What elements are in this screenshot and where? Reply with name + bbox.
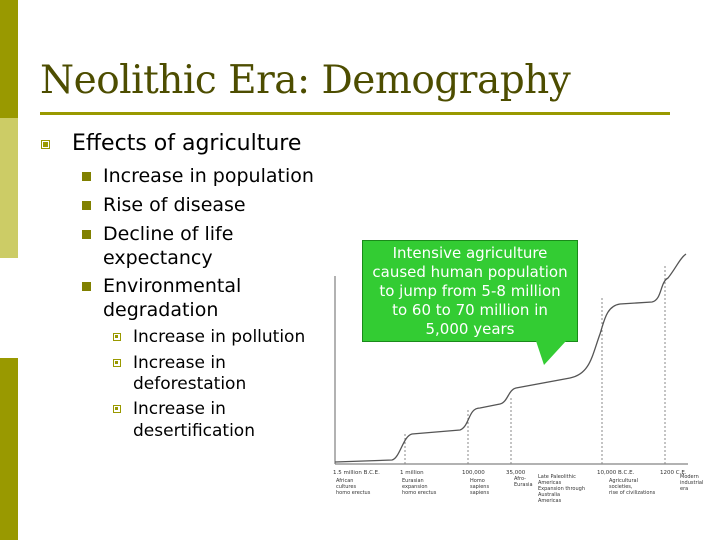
callout-line: 5,000 years: [425, 320, 515, 338]
bullet-level3-icon: [113, 359, 121, 367]
tick-label: 1 million: [400, 470, 424, 476]
decor-bar-light: [0, 118, 18, 258]
era-label: societies,: [609, 484, 633, 490]
tick-label: 1200 C.E.: [660, 470, 687, 476]
bullet-disease: Rise of disease: [103, 194, 246, 216]
bullet-level2-icon: [82, 282, 91, 291]
bullet-level1-icon: [41, 140, 50, 149]
bullet-population: Increase in population: [103, 165, 314, 187]
era-label: Homo: [470, 478, 485, 484]
era-label: Agricultural: [609, 478, 638, 484]
title-underline: [40, 112, 670, 115]
bullet-life-expectancy-line1: Decline of life: [103, 223, 234, 245]
bullet-level2-icon: [82, 230, 91, 239]
era-label: Expansion through: [538, 486, 585, 492]
era-label: Eurasian: [402, 478, 424, 484]
era-label: African: [336, 478, 353, 484]
decor-bar-gap: [0, 258, 18, 358]
bullet-deforestation-line1: Increase in: [133, 353, 226, 373]
era-label: sapiens: [470, 484, 489, 490]
era-label: Eurasia: [514, 482, 533, 488]
bullet-level2-icon: [82, 201, 91, 210]
callout-line: to jump from 5-8 million: [379, 282, 561, 300]
bullet-environment-line1: Environmental: [103, 275, 242, 297]
slide-title: Neolithic Era: Demography: [40, 58, 571, 103]
callout-line: Intensive agriculture: [392, 244, 548, 262]
era-label: era: [680, 486, 688, 492]
bullet-deforestation-line2: deforestation: [133, 374, 247, 394]
era-label: Australia: [538, 492, 560, 498]
bullet-level3-icon: [113, 405, 121, 413]
tick-label: 100,000: [462, 470, 485, 476]
era-label: expansion: [402, 484, 428, 490]
era-label: homo erectus: [402, 490, 437, 496]
era-label: sapiens: [470, 490, 489, 496]
era-label: rise of civilizations: [609, 490, 656, 496]
bullet-level1-text: Effects of agriculture: [72, 131, 302, 156]
era-label: homo erectus: [336, 490, 371, 496]
callout-pointer: [536, 341, 566, 365]
decor-bar-bottom: [0, 358, 18, 540]
bullet-desertification-line1: Increase in: [133, 399, 226, 419]
bullet-life-expectancy-line2: expectancy: [103, 247, 213, 269]
bullet-level2-icon: [82, 172, 91, 181]
era-label: cultures: [336, 484, 356, 490]
era-label: industrial: [680, 480, 703, 486]
era-label: Americas: [538, 498, 562, 504]
bullet-desertification-line2: desertification: [133, 421, 255, 441]
era-label: Americas: [538, 480, 562, 486]
era-label: Modern: [680, 474, 699, 480]
tick-label: 1.5 million B.C.E.: [333, 470, 380, 476]
tick-label: 35,000: [506, 470, 526, 476]
population-growth-figure: 1.5 million B.C.E. 1 million 100,000 35,…: [333, 253, 703, 504]
bullet-environment-line2: degradation: [103, 299, 219, 321]
tick-label: 10,000 B.C.E.: [597, 470, 635, 476]
era-label: Late Paleolithic: [538, 474, 576, 480]
callout-line: to 60 to 70 million in: [392, 301, 548, 319]
era-label: Afro-: [514, 476, 526, 482]
population-curve: [334, 253, 687, 463]
callout-line: caused human population: [372, 263, 568, 281]
decor-bar-top: [0, 0, 18, 118]
callout-box: Intensive agriculture caused human popul…: [362, 240, 578, 342]
bullet-level3-icon: [113, 333, 121, 341]
bullet-pollution: Increase in pollution: [133, 327, 306, 347]
